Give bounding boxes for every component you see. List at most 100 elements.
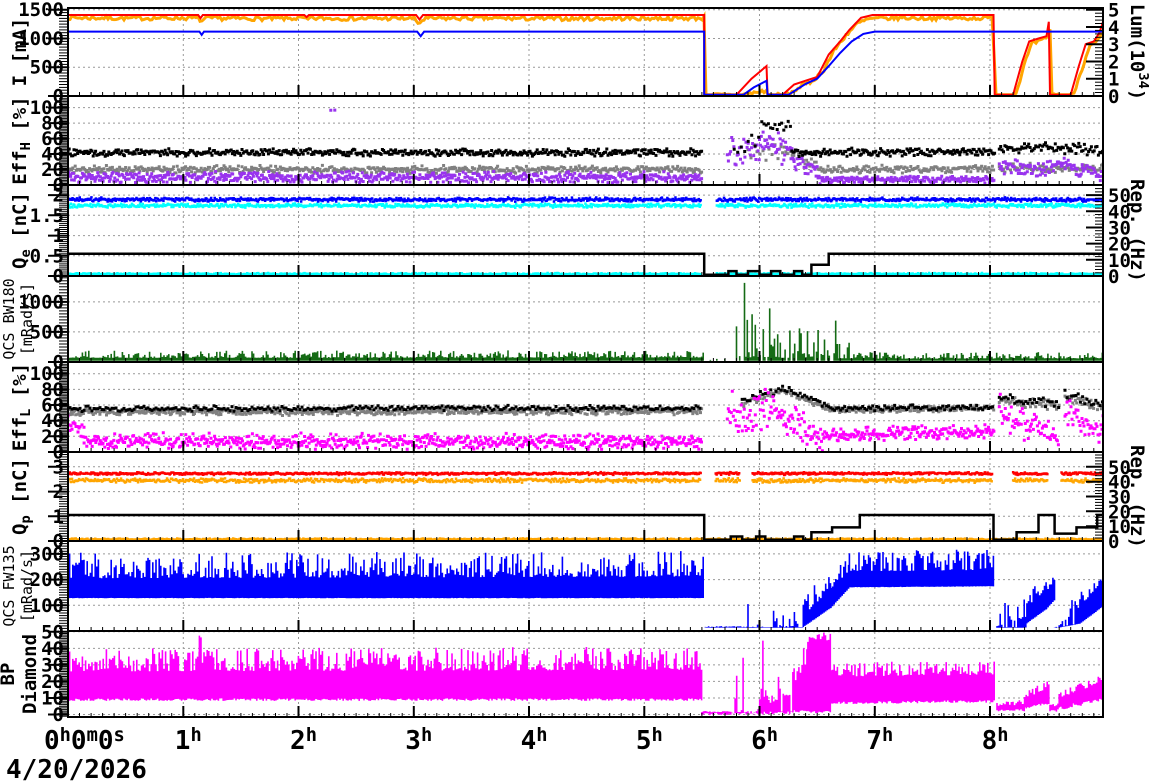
right-tick-label: 0 bbox=[1108, 531, 1119, 553]
right-tick-label: 3 bbox=[1108, 34, 1119, 56]
series-group-bp-diamond-rate bbox=[69, 632, 1102, 716]
right-axis-title: Rep. (Hz) bbox=[1126, 445, 1148, 548]
right-tick-label: 0 bbox=[1108, 86, 1119, 108]
y-tick-label: 40 bbox=[41, 638, 64, 660]
y-axis-title-line2: [mRad/s] bbox=[18, 283, 36, 355]
x-tick-label: 5h bbox=[636, 725, 663, 756]
panel-frame bbox=[67, 451, 1104, 542]
right-tick-label: 20 bbox=[1108, 501, 1131, 523]
y-axis-title: I [mA] bbox=[9, 18, 31, 87]
right-tick-label: 30 bbox=[1108, 487, 1131, 509]
y-tick-label: 80 bbox=[41, 379, 64, 401]
y-tick-label: 2 bbox=[53, 481, 64, 503]
y-axis-title-line2: [mRad/s] bbox=[18, 550, 36, 622]
right-tick-label: 50 bbox=[1108, 457, 1131, 479]
y-tick-label: 50 bbox=[41, 621, 64, 643]
grid-qcs-bw180-loss bbox=[68, 277, 1103, 361]
series-black-rep-step-line bbox=[69, 513, 1102, 540]
y-tick-label: 1.5 bbox=[30, 205, 64, 227]
grid-bunch-charge-positron bbox=[68, 453, 1103, 540]
right-tick-label: 4 bbox=[1108, 17, 1119, 39]
y-tick-label: 1 bbox=[53, 225, 64, 247]
y-tick-label: 60 bbox=[41, 128, 64, 150]
y-tick-label: 500 bbox=[30, 321, 64, 343]
axis-ticks-bp-diamond-rate bbox=[48, 630, 1095, 717]
series-red-charge-band bbox=[69, 470, 1102, 477]
y-tick-label: 1000 bbox=[18, 28, 64, 50]
panel-injection-efficiency-ler bbox=[48, 361, 1104, 453]
x-tick-label: 7h bbox=[866, 725, 893, 756]
right-axis-title: Rep. (Hz) bbox=[1126, 179, 1148, 282]
axis-ticks-beam-current-luminosity bbox=[48, 8, 1103, 97]
series-gray-efficiency-dots bbox=[69, 387, 1102, 417]
right-tick-label: 50 bbox=[1108, 185, 1131, 207]
panel-bp-diamond-rate bbox=[48, 630, 1104, 718]
axis-ticks-bunch-charge-positron bbox=[48, 454, 1103, 542]
right-tick-label: 10 bbox=[1108, 516, 1131, 538]
y-axis-title: Qe [nC] bbox=[9, 192, 34, 269]
y-axis-title: EffL [%] bbox=[9, 363, 34, 451]
panel-beam-current-luminosity bbox=[48, 7, 1104, 97]
panel-bunch-charge-electron bbox=[48, 184, 1104, 277]
y-tick-label: 100 bbox=[30, 97, 64, 119]
series-blue-loss-spikes bbox=[69, 549, 1102, 628]
x-tick-label: 2h bbox=[290, 725, 317, 756]
x-tick-label: 1h bbox=[175, 725, 202, 756]
series-gray-efficiency-dots bbox=[69, 143, 1102, 175]
y-tick-label: 3 bbox=[53, 456, 64, 478]
y-tick-label: 0.5 bbox=[30, 245, 64, 267]
panel-frame bbox=[67, 630, 1104, 718]
right-axis-title: Lum(1034) bbox=[1126, 4, 1151, 101]
y-tick-label: 60 bbox=[41, 395, 64, 417]
series-red-current-line bbox=[69, 14, 1102, 95]
y-tick-label: 1000 bbox=[18, 291, 64, 313]
right-tick-label: 5 bbox=[1108, 0, 1119, 22]
series-group-beam-current-luminosity bbox=[69, 10, 1102, 95]
x-tick-label: 3h bbox=[405, 725, 432, 756]
right-tick-label: 20 bbox=[1108, 234, 1131, 256]
y-tick-label: 500 bbox=[30, 57, 64, 79]
panel-qcs-fw135-loss bbox=[48, 540, 1104, 632]
right-tick-label: 2 bbox=[1108, 51, 1119, 73]
axis-ticks-injection-efficiency-ler bbox=[48, 363, 1095, 453]
series-orange-rep-low-band bbox=[69, 537, 1102, 540]
series-group-injection-efficiency-her bbox=[69, 108, 1102, 184]
right-tick-label: 30 bbox=[1108, 217, 1131, 239]
series-cyan-rep-low-band bbox=[69, 271, 1102, 275]
right-tick-label: 40 bbox=[1108, 201, 1131, 223]
y-axis-title-line1: BP bbox=[0, 663, 19, 686]
y-tick-label: 20 bbox=[41, 671, 64, 693]
y-tick-label: 10 bbox=[41, 687, 64, 709]
y-tick-label: 200 bbox=[30, 569, 64, 591]
y-axis-title: EffH [%] bbox=[9, 96, 34, 184]
y-tick-label: 80 bbox=[41, 113, 64, 135]
series-group-qcs-fw135-loss bbox=[69, 549, 1102, 628]
x-tick-label: 0h0m0s bbox=[44, 725, 125, 756]
right-tick-label: 40 bbox=[1108, 472, 1131, 494]
y-tick-label: 1 bbox=[53, 506, 64, 528]
series-purple-efficiency-dots bbox=[69, 108, 1102, 184]
y-tick-label: 20 bbox=[41, 159, 64, 181]
panel-frame bbox=[67, 7, 1104, 97]
y-tick-label: 1500 bbox=[18, 0, 64, 21]
panel-injection-efficiency-her bbox=[48, 95, 1104, 186]
y-tick-label: 0 bbox=[53, 531, 64, 553]
series-orange-charge-band bbox=[69, 476, 1102, 485]
series-orange-current-band bbox=[69, 10, 1102, 95]
y-tick-label: 100 bbox=[30, 595, 64, 617]
y-tick-label: 0 bbox=[53, 175, 64, 197]
y-tick-label: 0 bbox=[53, 704, 64, 726]
series-black-rep-step-line bbox=[69, 252, 1102, 275]
date-label: 4/20/2026 bbox=[6, 755, 147, 782]
grid-beam-current-luminosity bbox=[68, 9, 1103, 95]
panel-frame bbox=[67, 275, 1104, 363]
right-tick-label: 0 bbox=[1108, 266, 1119, 288]
y-tick-label: 40 bbox=[41, 410, 64, 432]
series-green-loss-spikes bbox=[69, 282, 1102, 361]
series-group-bunch-charge-positron bbox=[69, 470, 1102, 540]
x-tick-label: 4h bbox=[521, 725, 548, 756]
series-magenta-rate-spikes bbox=[69, 632, 1102, 716]
series-group-qcs-bw180-loss bbox=[69, 282, 1102, 361]
